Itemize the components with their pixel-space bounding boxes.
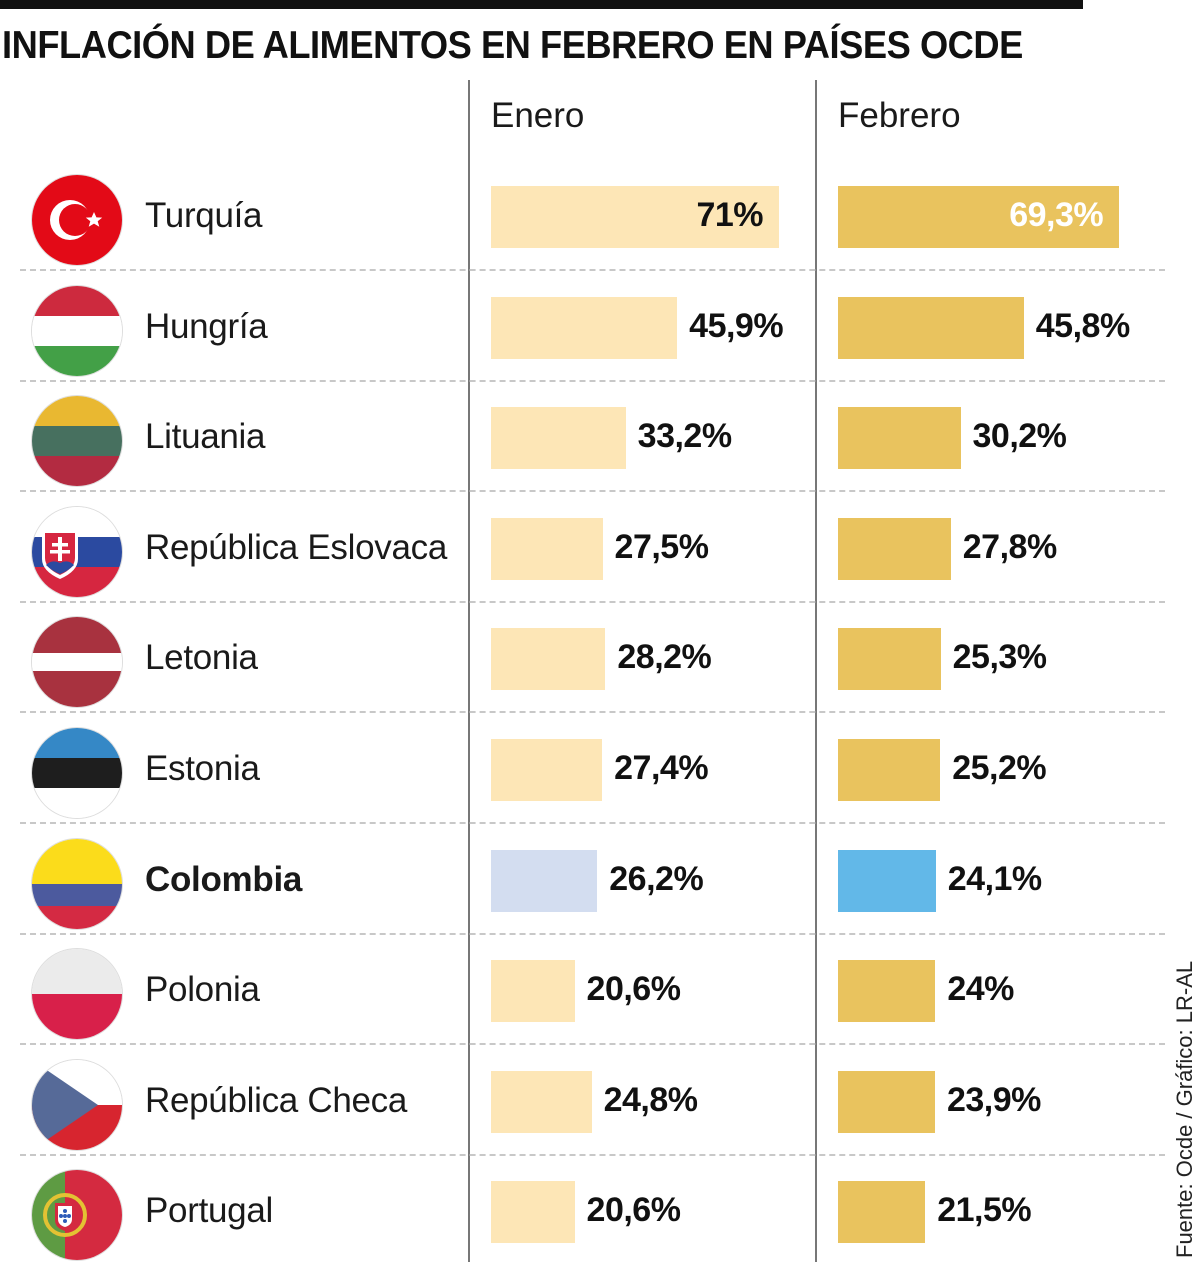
row-separator (20, 932, 1165, 935)
bar-febrero (838, 1070, 935, 1133)
country-row: Letonia 28,2% 25,3% (0, 602, 1165, 714)
bar-enero (491, 849, 598, 912)
bar-febrero (838, 186, 1120, 248)
row-separator (20, 269, 1165, 271)
data-label-enero: 24,8% (603, 1080, 698, 1119)
country-label: República Eslovaca (145, 527, 447, 567)
bar-enero (491, 407, 626, 470)
latvia-flag-icon (32, 617, 122, 708)
country-label: República Checa (145, 1080, 408, 1120)
top-rule (0, 0, 1083, 9)
lithuania-flag-icon (32, 396, 122, 487)
row-separator (20, 1043, 1165, 1046)
country-row: Turquía 71% 69,3% (0, 160, 1165, 271)
legend-enero: Enero (491, 96, 585, 135)
country-label: Letonia (145, 638, 258, 678)
bar-febrero (838, 739, 941, 801)
czech-flag-icon (32, 1059, 122, 1150)
data-label-enero: 45,9% (689, 306, 784, 345)
data-label-febrero: 69,3% (1009, 196, 1104, 234)
chart-title: INFLACIÓN DE ALIMENTOS EN FEBRERO EN PAÍ… (2, 24, 1023, 67)
country-label: Colombia (145, 859, 303, 899)
hungary-flag-icon (32, 285, 122, 376)
country-label: Hungría (145, 306, 268, 346)
row-separator (20, 1153, 1165, 1156)
slovakia-flag-icon (32, 506, 122, 597)
bar-febrero (838, 517, 951, 580)
data-label-enero: 20,6% (586, 970, 681, 1009)
data-label-febrero: 25,2% (952, 749, 1047, 787)
data-label-enero: 26,2% (609, 859, 704, 898)
enero-column-divider (468, 80, 470, 1262)
data-label-enero: 27,5% (614, 527, 709, 566)
bar-febrero (838, 960, 936, 1023)
country-label: Turquía (145, 196, 263, 235)
data-label-febrero: 27,8% (962, 527, 1057, 566)
country-label: Estonia (145, 749, 260, 788)
country-row: Colombia 26,2% 24,1% (0, 824, 1165, 935)
data-label-febrero: 24% (947, 970, 1014, 1009)
data-label-enero: 71% (696, 196, 763, 234)
bar-febrero (838, 1181, 926, 1244)
bar-enero (491, 296, 678, 359)
portugal-flag-icon (32, 1170, 122, 1261)
data-label-febrero: 25,3% (952, 638, 1047, 677)
data-label-febrero: 45,8% (1035, 306, 1130, 345)
bar-enero (491, 186, 779, 248)
row-separator (20, 600, 1165, 603)
bar-enero (491, 1070, 592, 1133)
bar-enero (491, 628, 606, 691)
bar-febrero (838, 628, 941, 691)
bar-enero (491, 1181, 575, 1244)
country-row: Polonia 20,6% 24% (0, 934, 1165, 1046)
country-row: República Checa 24,8% 23,9% (0, 1045, 1165, 1156)
bar-enero (491, 517, 603, 580)
country-label: Lituania (145, 417, 266, 457)
legend-febrero: Febrero (838, 96, 961, 135)
bar-febrero (838, 849, 936, 912)
country-row: República Eslovaca 27,5% 27,8% (0, 492, 1165, 603)
data-label-febrero: 23,9% (946, 1080, 1041, 1119)
colombia-flag-icon (32, 838, 122, 929)
country-row: Hungría 45,9% 45,8% (0, 271, 1165, 382)
data-label-febrero: 24,1% (947, 859, 1042, 898)
estonia-flag-icon (32, 728, 122, 818)
country-row: Portugal 20,6% 21,5% (0, 1155, 1165, 1266)
data-label-febrero: 30,2% (972, 417, 1067, 456)
row-separator (20, 711, 1165, 714)
row-separator (20, 822, 1165, 824)
bar-febrero (838, 407, 961, 470)
turkey-flag-icon (32, 175, 122, 265)
data-label-febrero: 21,5% (937, 1191, 1032, 1230)
country-row: Estonia 27,4% 25,2% (0, 713, 1165, 824)
febrero-column-divider (815, 80, 817, 1262)
bar-febrero (838, 296, 1024, 359)
row-separator (20, 490, 1165, 493)
data-label-enero: 20,6% (586, 1191, 681, 1230)
bar-enero (491, 960, 575, 1023)
row-separator (20, 379, 1165, 382)
data-label-enero: 27,4% (614, 749, 709, 787)
poland-flag-icon (32, 949, 122, 1040)
country-label: Polonia (145, 970, 260, 1010)
source-note: Fuente: Ocde / Gráfico: LR-AL (1172, 960, 1197, 1258)
data-label-enero: 28,2% (617, 638, 712, 677)
country-label: Portugal (145, 1191, 273, 1231)
data-label-enero: 33,2% (637, 417, 732, 456)
bar-enero (491, 739, 603, 801)
country-row: Lituania 33,2% 30,2% (0, 381, 1165, 493)
